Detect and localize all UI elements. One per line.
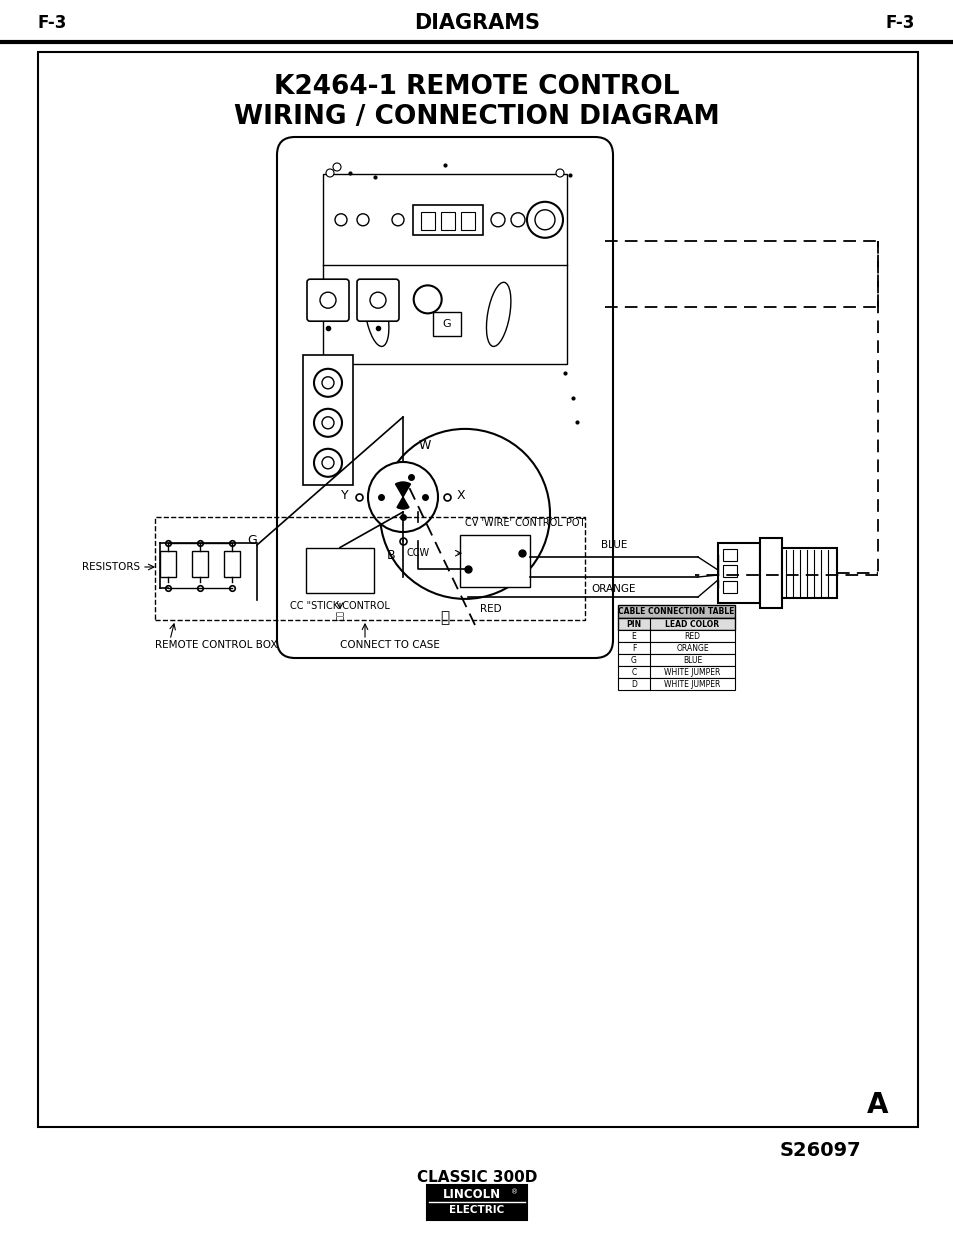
Text: G: G [630, 656, 637, 664]
Circle shape [333, 163, 340, 170]
Text: CC "STICK CONTROL: CC "STICK CONTROL [290, 600, 390, 610]
Circle shape [319, 293, 335, 309]
Text: F-3: F-3 [37, 14, 67, 32]
Text: CV 'WIRE' CONTROL POT: CV 'WIRE' CONTROL POT [464, 517, 585, 529]
Text: X: X [456, 489, 465, 501]
Text: ORANGE: ORANGE [591, 584, 636, 594]
Text: WHITE JUMPER: WHITE JUMPER [663, 667, 720, 677]
Bar [303, 354, 353, 485]
Circle shape [511, 212, 524, 227]
Ellipse shape [364, 283, 389, 347]
Bar [160, 551, 175, 577]
Text: C: C [631, 667, 636, 677]
Text: S26097: S26097 [779, 1140, 860, 1160]
FancyBboxPatch shape [276, 137, 613, 658]
Bar [413, 205, 482, 235]
Bar [306, 547, 374, 593]
Text: ELECTRIC: ELECTRIC [449, 1205, 504, 1215]
Bar [38, 52, 917, 1128]
Circle shape [326, 169, 334, 177]
Text: W: W [418, 438, 431, 452]
Bar [192, 551, 208, 577]
Text: ꟷꟷ: ꟷꟷ [335, 610, 344, 620]
Bar [618, 618, 734, 630]
Bar [760, 538, 781, 608]
Text: LINCOLN: LINCOLN [442, 1188, 500, 1202]
Bar [154, 517, 584, 620]
Text: G: G [247, 534, 256, 547]
Bar [323, 174, 566, 363]
Bar [440, 211, 455, 230]
Circle shape [368, 462, 437, 532]
Text: Y: Y [341, 489, 349, 501]
Bar [718, 543, 760, 603]
Circle shape [370, 293, 386, 309]
Circle shape [414, 285, 441, 314]
Text: B: B [386, 548, 395, 562]
Bar [459, 535, 530, 587]
Bar [618, 666, 734, 678]
Bar [433, 312, 460, 336]
Bar [781, 548, 836, 598]
FancyBboxPatch shape [356, 279, 398, 321]
Text: F-3: F-3 [884, 14, 914, 32]
Circle shape [322, 377, 334, 389]
Wedge shape [395, 482, 410, 496]
Text: BLUE: BLUE [600, 540, 626, 550]
Text: DIAGRAMS: DIAGRAMS [414, 14, 539, 33]
Text: ⏚: ⏚ [440, 610, 449, 625]
Text: ®: ® [511, 1189, 518, 1195]
Bar [460, 211, 475, 230]
Bar [722, 550, 737, 561]
Text: CONNECT TO CASE: CONNECT TO CASE [339, 640, 439, 650]
Text: WIRING / CONNECTION DIAGRAM: WIRING / CONNECTION DIAGRAM [233, 104, 720, 130]
Circle shape [379, 429, 550, 599]
Text: RED: RED [479, 604, 501, 614]
Circle shape [322, 416, 334, 429]
Text: PIN: PIN [626, 620, 640, 629]
Circle shape [314, 369, 341, 396]
Text: BLUE: BLUE [682, 656, 701, 664]
Bar [618, 655, 734, 666]
Circle shape [356, 214, 369, 226]
Circle shape [556, 169, 563, 177]
Circle shape [526, 201, 562, 238]
Text: CABLE CONNECTION TABLE: CABLE CONNECTION TABLE [618, 606, 734, 616]
Text: RED: RED [684, 631, 700, 641]
Bar [722, 564, 737, 577]
Circle shape [322, 457, 334, 469]
Text: ORANGE: ORANGE [676, 643, 708, 652]
Text: REMOTE CONTROL BOX: REMOTE CONTROL BOX [154, 640, 277, 650]
FancyBboxPatch shape [307, 279, 349, 321]
Text: F: F [631, 643, 636, 652]
Ellipse shape [486, 283, 511, 347]
Bar [427, 1186, 526, 1220]
Circle shape [392, 214, 403, 226]
Text: G: G [442, 320, 451, 330]
Circle shape [491, 212, 504, 227]
Bar [618, 630, 734, 642]
Circle shape [314, 448, 341, 477]
Circle shape [335, 214, 347, 226]
Circle shape [535, 210, 555, 230]
Wedge shape [396, 496, 409, 509]
Text: CCW: CCW [406, 548, 430, 558]
Text: WHITE JUMPER: WHITE JUMPER [663, 679, 720, 688]
Text: D: D [630, 679, 637, 688]
Text: E: E [631, 631, 636, 641]
Text: A: A [866, 1091, 888, 1119]
Bar [722, 580, 737, 593]
Text: LEAD COLOR: LEAD COLOR [665, 620, 719, 629]
Bar [618, 642, 734, 655]
Circle shape [314, 409, 341, 437]
Text: K2464-1 REMOTE CONTROL: K2464-1 REMOTE CONTROL [274, 74, 679, 100]
Bar [618, 678, 734, 690]
Bar [224, 551, 240, 577]
Bar [618, 605, 734, 618]
Text: RESISTORS: RESISTORS [82, 562, 140, 572]
Text: CLASSIC 300D: CLASSIC 300D [416, 1170, 537, 1184]
Bar [420, 211, 435, 230]
